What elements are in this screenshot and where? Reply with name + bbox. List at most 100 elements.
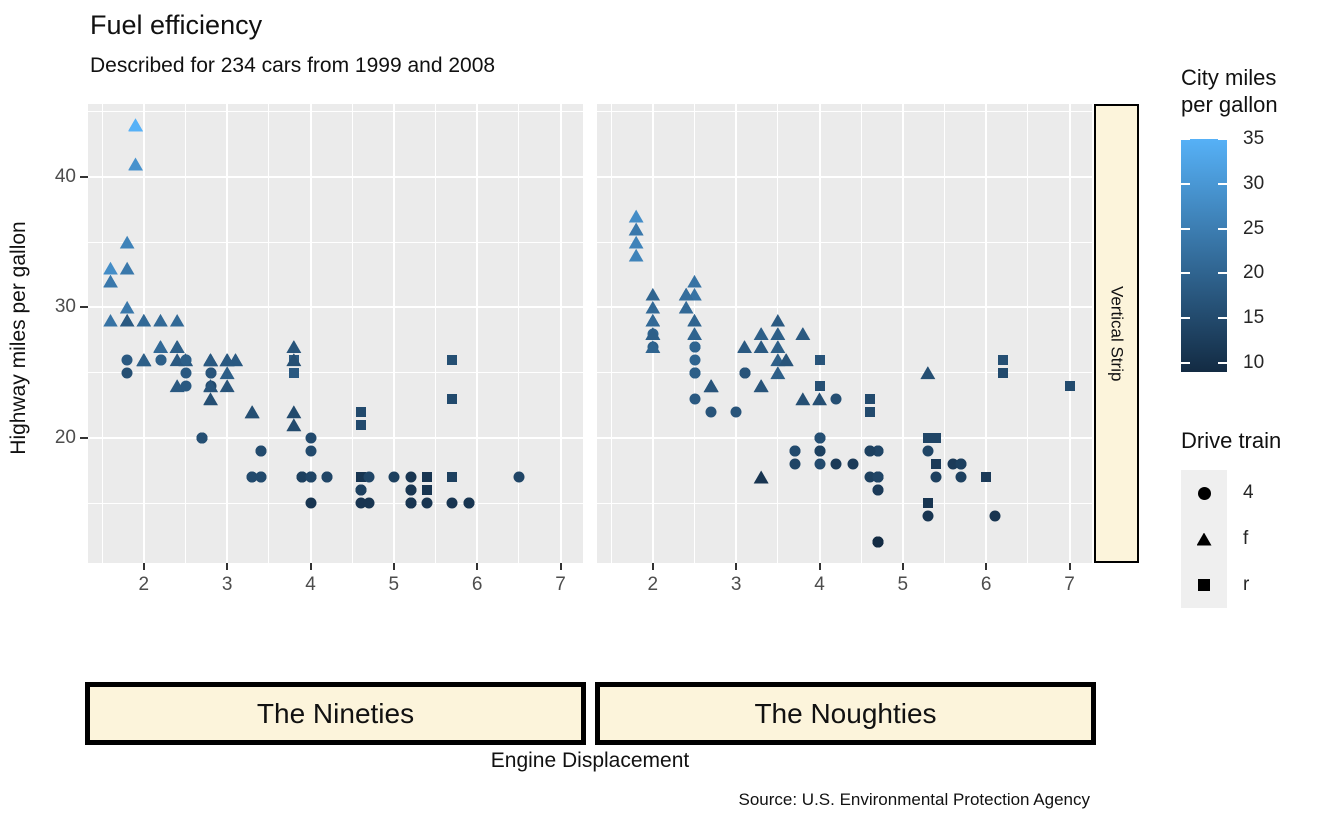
data-point: [753, 379, 769, 393]
x-tick-label: 4: [305, 574, 316, 595]
y-tick-label: 30: [54, 296, 76, 318]
y-minor-gridline: [597, 372, 1092, 374]
y-minor-gridline: [88, 502, 583, 504]
data-point: [872, 471, 884, 483]
x-axis-tick: [559, 563, 562, 570]
data-point: [203, 353, 218, 367]
data-point: [355, 484, 366, 496]
data-point: [628, 222, 644, 236]
data-point: [103, 313, 118, 327]
y-major-gridline: [597, 306, 1092, 309]
data-point: [922, 510, 934, 522]
data-point: [136, 313, 152, 327]
data-point: [205, 367, 216, 379]
page-title: Fuel efficiency: [90, 10, 263, 40]
caption: Source: U.S. Environmental Protection Ag…: [738, 790, 1090, 809]
data-point: [814, 445, 825, 457]
data-point: [288, 367, 299, 378]
facet-panel-noughties: [597, 104, 1092, 563]
data-point: [753, 327, 769, 340]
colorbar-gradient: [1181, 139, 1227, 372]
x-tick-label: 6: [471, 574, 483, 595]
data-point: [446, 497, 458, 509]
legend-key-label: 4: [1243, 482, 1254, 503]
x-axis-title: Engine Displacement: [490, 749, 690, 772]
data-point: [687, 327, 702, 340]
data-point: [405, 471, 416, 483]
data-point: [153, 313, 168, 327]
triangle-icon: [1196, 532, 1212, 546]
x-axis-tick: [309, 563, 312, 570]
x-tick-label: 7: [555, 574, 566, 595]
data-point: [513, 471, 525, 483]
data-point: [753, 340, 769, 354]
colorbar-tick: [1181, 362, 1190, 365]
y-major-gridline: [88, 176, 583, 179]
colorbar-tick: [1181, 272, 1190, 275]
data-point: [388, 471, 400, 483]
data-point: [770, 340, 786, 354]
data-point: [286, 418, 302, 432]
data-point: [128, 118, 143, 132]
data-point: [753, 470, 769, 484]
data-point: [931, 458, 942, 469]
colorbar-tick: [1218, 138, 1227, 140]
y-tick-label: 40: [54, 166, 76, 188]
x-minor-gridline: [351, 104, 353, 563]
x-axis-tick: [735, 563, 738, 570]
data-point: [244, 405, 260, 419]
color-legend-title: City miles per gallon: [1181, 65, 1278, 117]
x-minor-gridline: [185, 104, 186, 563]
data-point: [169, 313, 185, 327]
data-point: [645, 313, 661, 327]
data-point: [812, 392, 827, 406]
square-icon: [1198, 579, 1210, 591]
colorbar-tick: [1218, 227, 1227, 230]
data-point: [305, 497, 316, 509]
facet-strip-noughties: The Noughties: [595, 682, 1096, 745]
x-tick-label: 3: [221, 574, 233, 595]
x-minor-gridline: [860, 104, 862, 563]
data-point: [705, 406, 717, 418]
data-point: [255, 471, 266, 483]
data-point: [864, 445, 875, 457]
data-point: [922, 445, 934, 457]
data-point: [922, 432, 933, 443]
data-point: [196, 432, 208, 444]
colorbar-tick: [1218, 362, 1227, 365]
circle-icon: [1197, 486, 1211, 500]
y-major-gridline: [597, 436, 1092, 439]
data-point: [219, 379, 235, 393]
data-point: [689, 393, 700, 405]
data-point: [447, 393, 458, 404]
data-point: [770, 313, 786, 327]
data-point: [363, 471, 375, 483]
data-point: [814, 432, 825, 444]
x-minor-gridline: [101, 104, 103, 563]
data-point: [955, 471, 967, 483]
x-minor-gridline: [1027, 104, 1029, 563]
y-minor-gridline: [88, 241, 583, 243]
data-point: [814, 458, 825, 470]
x-axis-tick: [901, 563, 904, 570]
colorbar-tick-label: 30: [1243, 172, 1265, 194]
data-point: [355, 419, 366, 430]
data-point: [203, 392, 218, 406]
data-point: [872, 536, 884, 548]
data-point: [121, 367, 133, 379]
data-point: [180, 367, 191, 379]
x-tick-label: 2: [647, 574, 659, 595]
data-point: [153, 340, 168, 354]
data-point: [405, 484, 416, 496]
legend-key-label: f: [1243, 528, 1249, 549]
legend-key-4: [1181, 470, 1227, 516]
colorbar-tick-label: 25: [1243, 217, 1265, 239]
x-tick-label: 6: [980, 574, 992, 595]
colorbar-tick: [1181, 138, 1190, 140]
data-point: [180, 380, 191, 392]
x-minor-gridline: [518, 104, 520, 563]
x-axis-tick: [818, 563, 821, 570]
y-axis-tick: [80, 306, 88, 309]
data-point: [947, 458, 959, 470]
data-point: [955, 458, 967, 470]
